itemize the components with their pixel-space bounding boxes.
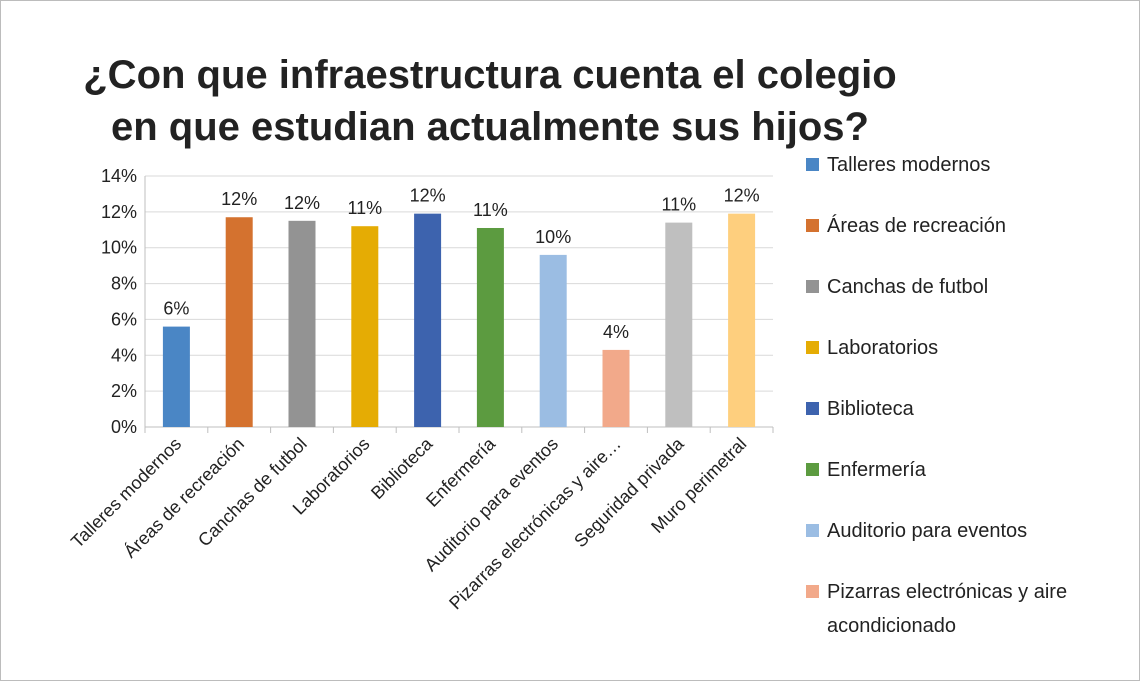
chart-title: en que estudian actualmente sus hijos? bbox=[111, 105, 869, 149]
legend-item: Áreas de recreación bbox=[806, 209, 1126, 243]
legend-swatch bbox=[806, 585, 819, 598]
data-label: 12% bbox=[410, 186, 446, 206]
legend-label: Canchas de futbol bbox=[827, 276, 989, 298]
x-tick-label: Canchas de futbol bbox=[194, 434, 311, 551]
bar bbox=[539, 254, 567, 427]
legend-swatch bbox=[806, 341, 819, 354]
legend-item: Biblioteca bbox=[806, 392, 1126, 426]
legend-label: Talleres modernos bbox=[827, 154, 991, 176]
legend-swatch bbox=[806, 402, 819, 415]
y-tick-label: 2% bbox=[111, 381, 137, 401]
bar bbox=[414, 213, 442, 427]
data-label: 12% bbox=[221, 189, 257, 209]
legend-item: Auditorio para eventos bbox=[806, 514, 1126, 548]
legend-label: Enfermería bbox=[827, 459, 926, 481]
data-label: 11% bbox=[661, 195, 696, 215]
x-tick-label: Talleres modernos bbox=[67, 434, 185, 552]
legend-label: Laboratorios bbox=[827, 337, 939, 359]
bar bbox=[476, 227, 504, 427]
bar bbox=[162, 326, 190, 427]
bar bbox=[602, 349, 630, 427]
y-tick-label: 6% bbox=[111, 309, 137, 329]
y-tick-label: 8% bbox=[111, 274, 137, 294]
legend-item: Canchas de futbol bbox=[806, 270, 1126, 304]
data-label: 10% bbox=[535, 227, 571, 247]
legend-item: Talleres modernos bbox=[806, 148, 1126, 182]
x-tick-label: Seguridad privada bbox=[570, 433, 688, 551]
data-label: 12% bbox=[284, 193, 320, 213]
data-label: 11% bbox=[473, 200, 508, 220]
y-tick-label: 0% bbox=[111, 417, 137, 437]
legend-swatch bbox=[806, 219, 819, 232]
data-label: 6% bbox=[163, 299, 189, 319]
legend-label: Pizarras electrónicas y aire acondiciona… bbox=[827, 581, 1068, 637]
legend-swatch bbox=[806, 463, 819, 476]
legend-item: Pizarras electrónicas y aire acondiciona… bbox=[806, 575, 1126, 643]
legend-item: Laboratorios bbox=[806, 331, 1126, 365]
legend-swatch bbox=[806, 280, 819, 293]
bar bbox=[728, 213, 756, 427]
legend-label: Auditorio para eventos bbox=[827, 520, 1028, 542]
legend-label: Áreas de recreación bbox=[827, 215, 1006, 237]
x-tick-label: Áreas de recreación bbox=[120, 434, 248, 562]
data-label: 11% bbox=[347, 198, 382, 218]
y-tick-label: 14% bbox=[101, 166, 137, 186]
legend-swatch bbox=[806, 524, 819, 537]
legend-label: Biblioteca bbox=[827, 398, 914, 420]
bar bbox=[351, 226, 379, 427]
y-tick-label: 4% bbox=[111, 345, 137, 365]
legend-swatch bbox=[806, 158, 819, 171]
bar bbox=[288, 220, 316, 427]
y-tick-label: 12% bbox=[101, 202, 137, 222]
data-label: 12% bbox=[724, 186, 760, 206]
bar bbox=[225, 217, 253, 427]
chart-title: ¿Con que infraestructura cuenta el coleg… bbox=[83, 53, 896, 97]
data-label: 4% bbox=[603, 322, 629, 342]
legend-item: Enfermería bbox=[806, 453, 1126, 487]
y-tick-label: 10% bbox=[101, 238, 137, 258]
bar bbox=[665, 222, 693, 427]
